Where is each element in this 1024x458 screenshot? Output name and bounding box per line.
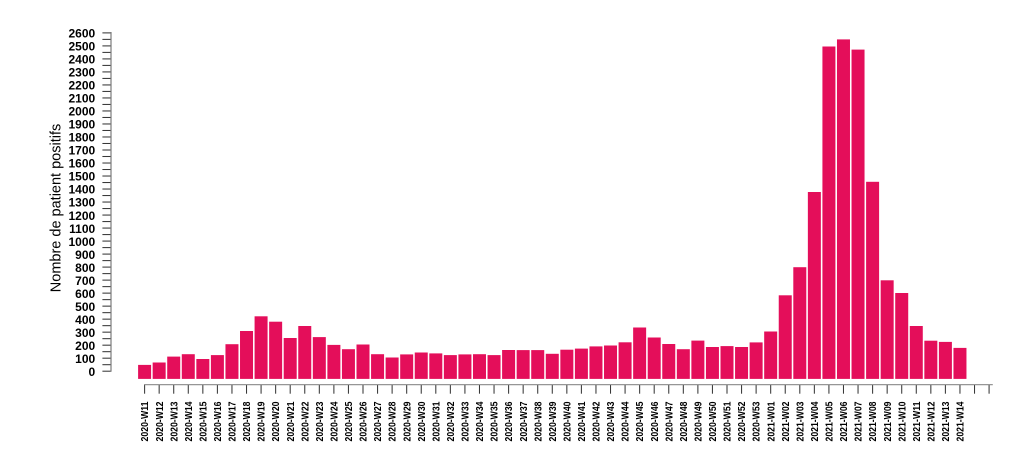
- svg-text:2021-W09: 2021-W09: [883, 401, 894, 441]
- svg-text:2020-W25: 2020-W25: [344, 401, 355, 441]
- svg-text:1200: 1200: [68, 209, 95, 223]
- svg-text:2020-W51: 2020-W51: [723, 401, 734, 441]
- svg-text:1300: 1300: [68, 196, 95, 210]
- svg-text:2020-W38: 2020-W38: [533, 401, 544, 441]
- svg-text:500: 500: [75, 300, 95, 314]
- svg-text:2020-W22: 2020-W22: [300, 401, 311, 441]
- svg-text:2020-W18: 2020-W18: [242, 401, 253, 441]
- svg-text:2021-W03: 2021-W03: [795, 401, 806, 441]
- svg-text:2020-W24: 2020-W24: [329, 401, 340, 441]
- svg-text:2020-W36: 2020-W36: [504, 401, 515, 441]
- svg-text:300: 300: [75, 326, 95, 340]
- svg-text:2021-W13: 2021-W13: [941, 401, 952, 441]
- svg-text:2020-W43: 2020-W43: [606, 401, 617, 441]
- svg-text:2600: 2600: [68, 27, 95, 41]
- svg-text:2020-W23: 2020-W23: [315, 401, 326, 441]
- svg-text:2500: 2500: [68, 40, 95, 54]
- svg-text:800: 800: [75, 261, 95, 275]
- svg-text:2000: 2000: [68, 105, 95, 119]
- svg-text:2020-W41: 2020-W41: [577, 401, 588, 441]
- svg-text:1900: 1900: [68, 118, 95, 132]
- svg-text:1800: 1800: [68, 131, 95, 145]
- svg-text:2400: 2400: [68, 53, 95, 67]
- svg-text:1000: 1000: [68, 235, 95, 249]
- svg-text:2021-W12: 2021-W12: [926, 401, 937, 441]
- svg-text:2020-W48: 2020-W48: [679, 401, 690, 441]
- svg-text:200: 200: [75, 339, 95, 353]
- svg-text:Nombre de patient positifs: Nombre de patient positifs: [49, 124, 65, 292]
- svg-text:2021-W06: 2021-W06: [839, 401, 850, 441]
- svg-text:2021-W10: 2021-W10: [897, 401, 908, 441]
- svg-text:1400: 1400: [68, 183, 95, 197]
- svg-text:2021-W04: 2021-W04: [810, 401, 821, 441]
- svg-text:2020-W47: 2020-W47: [664, 401, 675, 441]
- svg-text:1500: 1500: [68, 170, 95, 184]
- svg-text:2021-W08: 2021-W08: [868, 401, 879, 441]
- svg-text:2200: 2200: [68, 79, 95, 93]
- svg-text:2021-W01: 2021-W01: [766, 401, 777, 441]
- svg-text:2021-W11: 2021-W11: [912, 401, 923, 441]
- svg-text:2020-W19: 2020-W19: [257, 401, 268, 441]
- svg-text:2020-W34: 2020-W34: [475, 401, 486, 441]
- svg-text:2020-W46: 2020-W46: [650, 401, 661, 441]
- svg-text:2020-W16: 2020-W16: [213, 401, 224, 441]
- svg-text:2020-W28: 2020-W28: [388, 401, 399, 441]
- svg-text:900: 900: [75, 248, 95, 262]
- svg-text:2020-W33: 2020-W33: [461, 401, 472, 441]
- svg-text:2021-W02: 2021-W02: [781, 401, 792, 441]
- svg-text:1100: 1100: [69, 222, 95, 236]
- svg-text:2020-W15: 2020-W15: [198, 401, 209, 441]
- svg-text:700: 700: [75, 274, 95, 288]
- svg-text:2020-W20: 2020-W20: [271, 401, 282, 441]
- svg-text:2020-W17: 2020-W17: [228, 401, 239, 441]
- svg-text:1600: 1600: [68, 157, 95, 171]
- svg-text:2020-W30: 2020-W30: [417, 401, 428, 441]
- svg-text:2020-W52: 2020-W52: [737, 401, 748, 441]
- svg-text:2020-W12: 2020-W12: [155, 401, 166, 441]
- svg-text:2020-W32: 2020-W32: [446, 401, 457, 441]
- svg-text:2300: 2300: [68, 66, 95, 80]
- svg-text:2020-W50: 2020-W50: [708, 401, 719, 441]
- svg-text:2020-W11: 2020-W11: [140, 401, 151, 441]
- svg-text:1700: 1700: [68, 144, 95, 158]
- svg-text:2020-W14: 2020-W14: [184, 401, 195, 441]
- svg-text:2020-W29: 2020-W29: [402, 401, 413, 441]
- svg-text:2021-W07: 2021-W07: [854, 401, 865, 441]
- svg-text:2020-W13: 2020-W13: [169, 401, 180, 441]
- svg-text:2020-W44: 2020-W44: [621, 401, 632, 441]
- svg-text:2021-W05: 2021-W05: [825, 401, 836, 441]
- svg-text:400: 400: [75, 313, 95, 327]
- svg-text:0: 0: [89, 365, 96, 379]
- svg-text:2020-W53: 2020-W53: [752, 401, 763, 441]
- svg-text:2020-W26: 2020-W26: [359, 401, 370, 441]
- svg-text:2020-W31: 2020-W31: [431, 401, 442, 441]
- svg-text:2020-W39: 2020-W39: [548, 401, 559, 441]
- svg-text:2020-W45: 2020-W45: [635, 401, 646, 441]
- svg-text:100: 100: [75, 352, 95, 366]
- svg-text:2020-W21: 2020-W21: [286, 401, 297, 441]
- svg-text:600: 600: [75, 287, 95, 301]
- svg-text:2020-W37: 2020-W37: [519, 401, 530, 441]
- svg-text:2020-W40: 2020-W40: [562, 401, 573, 441]
- svg-text:2020-W49: 2020-W49: [693, 401, 704, 441]
- svg-text:2021-W14: 2021-W14: [956, 401, 967, 441]
- svg-text:2020-W35: 2020-W35: [490, 401, 501, 441]
- svg-text:2020-W42: 2020-W42: [592, 401, 603, 441]
- svg-text:2020-W27: 2020-W27: [373, 401, 384, 441]
- svg-text:2100: 2100: [68, 92, 95, 106]
